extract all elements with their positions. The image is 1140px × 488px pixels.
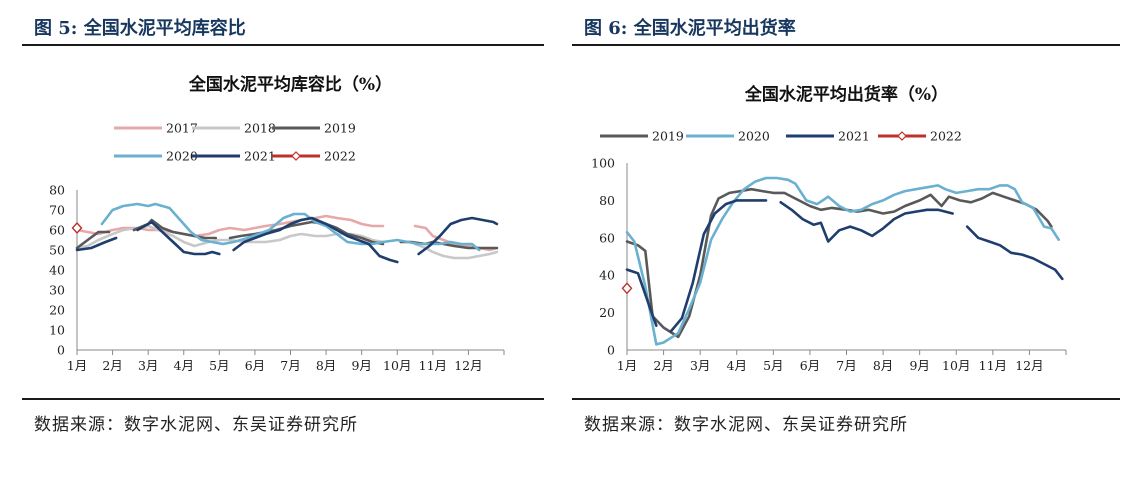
x-tick-label: 5月 [763,358,783,373]
figure-5-footer: 数据来源：数字水泥网、东吴证券研究所 [22,398,544,440]
x-tick-label: 4月 [727,358,747,373]
x-tick-label: 12月 [454,358,482,373]
x-tick-label: 5月 [209,358,229,373]
legend-label-2017: 2017 [166,121,198,136]
y-tick-label: 50 [49,243,65,258]
legend-label-2020: 2020 [166,149,198,164]
figure-5-header: 图 5: 全国水泥平均库容比 [22,10,544,46]
legend-item-2022: 2022 [272,149,356,164]
y-tick-label: 0 [607,343,615,358]
x-tick-label: 11月 [979,358,1007,373]
x-tick-label: 11月 [419,358,447,373]
x-tick-label: 1月 [617,358,637,373]
x-tick-label: 6月 [245,358,265,373]
chart-title: 全国水泥平均库容比（%） [188,74,392,95]
y-tick-label: 20 [49,303,65,318]
series-2019-line [625,187,1053,339]
figure-5-title: 图 5: 全国水泥平均库容比 [34,18,246,39]
series-2022-marker [71,221,83,235]
legend-label-2022: 2022 [930,129,962,144]
x-tick-label: 9月 [909,358,929,373]
x-tick-label: 6月 [800,358,820,373]
y-tick-label: 40 [599,268,615,283]
figure-6-chart: 全国水泥平均出货率（%） 2019 2020 2021 2022 0 20 40 60 80 100… [591,84,1067,373]
series-2018-line [75,224,499,260]
x-tick-label: 2月 [102,358,122,373]
x-tick-label: 4月 [174,358,194,373]
legend-marker-2022 [897,131,907,141]
y-tick-label: 70 [49,203,65,218]
x-tick-label: 3月 [138,358,158,373]
figure-6-title: 图 6: 全国水泥平均出货率 [584,18,796,39]
x-tick-label: 8月 [316,358,336,373]
x-tick-label: 1月 [67,358,87,373]
series-2020-line [100,202,481,252]
legend-label-2021: 2021 [838,129,870,144]
legend-item-2017: 2017 [114,121,198,136]
legend-item-2022: 2022 [878,129,962,144]
figure-5-chart: 全国水泥平均库容比（%） 2017 2018 2019 2020 2021 2022 0 10 2… [49,74,505,373]
y-tick-label: 0 [57,343,65,358]
legend-label-2019: 2019 [324,121,356,136]
legend-item-2021: 2021 [192,149,276,164]
x-tick-label: 3月 [690,358,710,373]
series-2020-line [625,176,1060,346]
legend-label-2022: 2022 [324,149,356,164]
x-tick-label: 7月 [280,358,300,373]
x-tick-label: 10月 [942,358,970,373]
series-2019-line [75,218,499,250]
y-tick-label: 80 [599,193,615,208]
figure-6-panel: 图 6: 全国水泥平均出货率 全国水泥平均出货率（%） 2019 2020 2021 2… [572,0,1120,488]
legend-item-2019: 2019 [600,129,684,144]
series-2022-marker [621,282,633,295]
y-tick-label: 80 [49,183,65,198]
figure-6-source: 数据来源：数字水泥网、东吴证券研究所 [584,415,908,435]
y-tick-label: 40 [49,263,65,278]
x-tick-label: 2月 [653,358,673,373]
legend-item-2018: 2018 [192,121,276,136]
legend-item-2020: 2020 [686,129,770,144]
x-tick-label: 12月 [1015,358,1043,373]
figure-5-source: 数据来源：数字水泥网、东吴证券研究所 [34,415,358,435]
legend-marker-2022 [291,151,301,161]
legend-label-2018: 2018 [244,121,276,136]
series-2021-line [75,216,499,264]
x-tick-label: 8月 [873,358,893,373]
figure-6-header: 图 6: 全国水泥平均出货率 [572,10,1120,46]
y-tick-label: 20 [599,305,615,320]
x-tick-label: 7月 [836,358,856,373]
y-tick-label: 60 [49,223,65,238]
y-tick-label: 60 [599,230,615,245]
legend-label-2020: 2020 [738,129,770,144]
figure-5-panel: 图 5: 全国水泥平均库容比 全国水泥平均库容比（%） 2017 2018 2019 2… [22,0,544,488]
x-tick-label: 9月 [351,358,371,373]
series-2017-line [75,214,499,252]
y-tick-label: 30 [49,283,65,298]
x-tick-label: 10月 [383,358,411,373]
series-2021-line [625,199,1064,333]
legend-item-2019: 2019 [272,121,356,136]
chart-title: 全国水泥平均出货率（%） [744,84,948,105]
legend-label-2019: 2019 [652,129,684,144]
legend-label-2021: 2021 [244,149,276,164]
legend-item-2021: 2021 [786,129,870,144]
figure-6-footer: 数据来源：数字水泥网、东吴证券研究所 [572,398,1120,440]
y-tick-label: 10 [49,323,65,338]
y-tick-label: 100 [591,156,615,171]
legend-item-2020: 2020 [114,149,198,164]
